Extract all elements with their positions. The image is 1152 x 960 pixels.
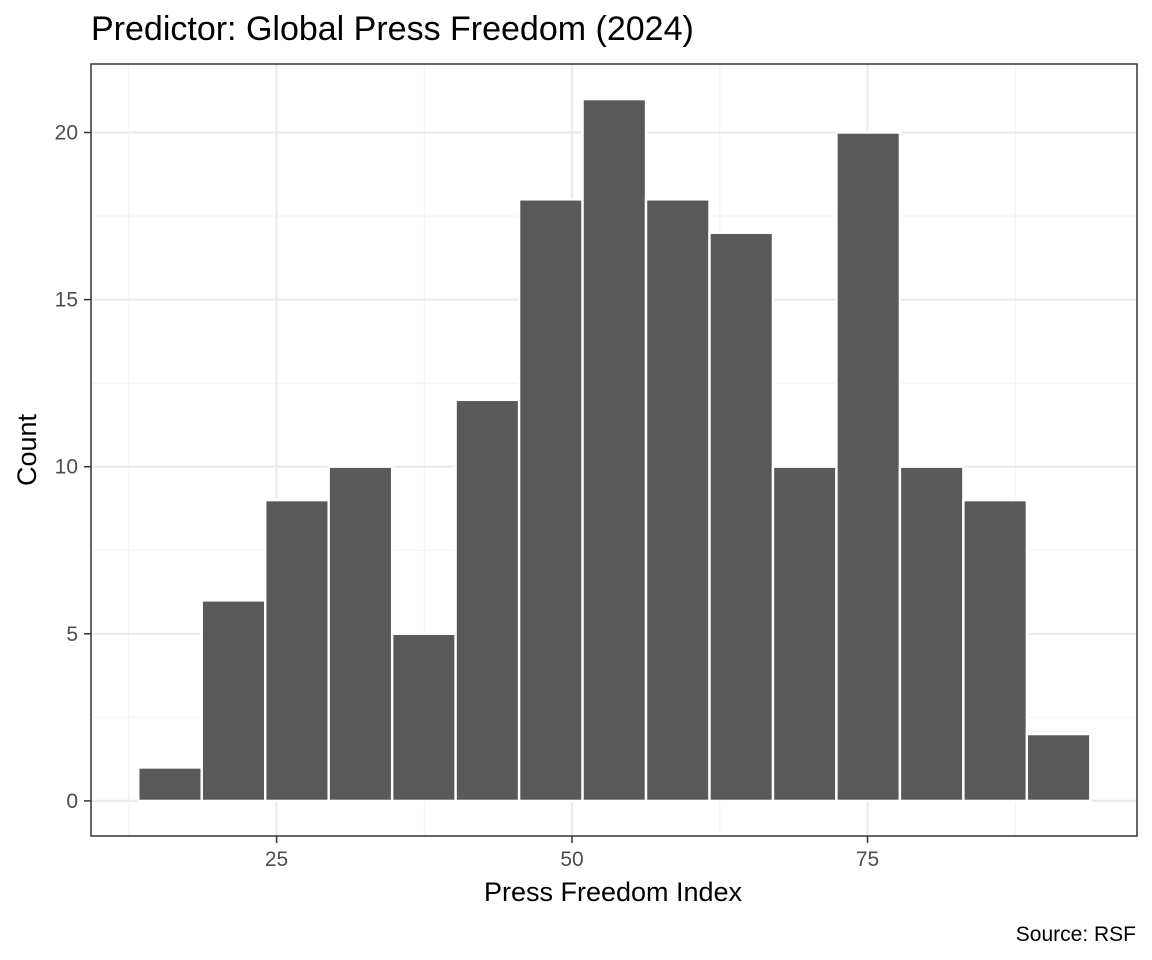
histogram-bar-10 (708, 231, 775, 803)
y-tick-label: 0 (66, 790, 78, 813)
y-tick-label: 10 (55, 456, 78, 479)
histogram-bar-1 (137, 766, 203, 803)
x-tick-label: 25 (265, 848, 288, 871)
x-axis-title: Press Freedom Index (484, 877, 743, 907)
y-axis-title: Count (12, 413, 42, 486)
histogram-bar-6 (454, 398, 521, 803)
y-tick-label: 5 (66, 623, 78, 646)
panel-border (90, 63, 1138, 837)
histogram-bar-4 (327, 465, 394, 803)
histogram-bar-5 (390, 632, 457, 803)
histogram-bar-11 (771, 465, 838, 803)
histogram-bar-8 (581, 97, 648, 803)
histogram-bar-9 (644, 198, 711, 803)
chart-caption: Source: RSF (1016, 923, 1136, 946)
x-tick-label: 75 (856, 848, 879, 871)
histogram-bar-7 (517, 198, 584, 803)
chart-title: Predictor: Global Press Freedom (2024) (91, 10, 694, 48)
histogram-bar-12 (835, 131, 902, 803)
histogram-bar-13 (898, 465, 965, 803)
x-tick-label: 50 (560, 848, 583, 871)
histogram-bars (137, 97, 1092, 803)
axis-ticks: 25 50 75 0 5 10 15 20 (55, 122, 880, 871)
y-tick-label: 15 (55, 289, 78, 312)
y-tick-label: 20 (55, 122, 78, 145)
histogram-bar-2 (200, 599, 267, 803)
histogram-bar-14 (962, 498, 1029, 803)
histogram-bar-3 (264, 498, 330, 803)
histogram-bar-15 (1025, 732, 1092, 803)
